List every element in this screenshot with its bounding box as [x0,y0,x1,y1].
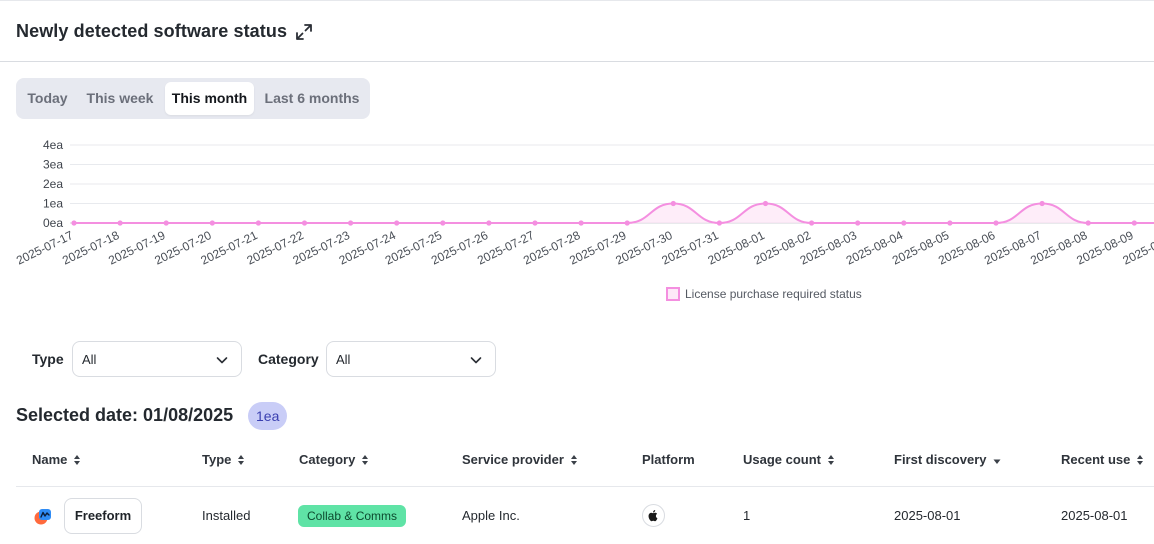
first-discovery-cell: 2025-08-01 [894,508,961,523]
usage-count-cell: 1 [743,508,751,523]
y-tick-label: 2ea [43,177,63,191]
column-header-type[interactable]: Type [202,452,245,467]
data-point [855,220,861,226]
column-header-label: First discovery [894,452,987,467]
category-select[interactable]: All [326,341,496,377]
type-cell: Installed [202,508,251,523]
category-filter-label: Category [258,351,319,367]
column-header-usage-count[interactable]: Usage count [743,452,835,467]
selected-date-label: Selected date: 01/08/2025 [16,405,234,425]
data-point [1131,220,1137,226]
column-header-first-discovery[interactable]: First discovery [894,452,1001,467]
period-selector: Today This week This month Last 6 months [16,78,370,119]
recent-use-cell: 2025-08-01 [1061,508,1128,523]
page-title: Newly detected software status [16,21,288,41]
column-header-platform: Platform [642,452,695,467]
chevron-down-icon [470,357,482,364]
card-header: Newly detected software status [0,1,1154,62]
data-point [716,220,723,226]
expand-icon[interactable] [293,21,315,43]
chart-legend[interactable]: License purchase required status [666,286,862,302]
chevron-down-icon [216,357,228,364]
data-point [486,220,492,226]
data-point [809,220,815,226]
sort-icon [570,454,577,465]
column-header-label: Recent use [1061,452,1131,467]
data-point [163,220,169,226]
period-today-tab[interactable]: Today [27,90,68,106]
column-header-category[interactable]: Category [299,452,369,467]
data-point [71,220,77,226]
sort-icon [362,454,369,465]
data-point [901,220,907,226]
data-point [1085,220,1091,226]
data-point [394,220,400,226]
data-point [532,220,538,226]
y-tick-label: 4ea [43,138,63,152]
data-point [624,220,630,226]
sort-icon [238,454,245,465]
type-filter-label: Type [32,351,64,367]
column-header-label: Category [299,452,356,467]
table-divider [16,486,1154,487]
data-point [348,220,354,226]
column-header-label: Service provider [462,452,564,467]
period-this-week-tab[interactable]: This week [86,90,154,106]
data-point [947,220,953,226]
chart-canvas: 0ea1ea2ea3ea4ea2025-07-172025-07-182025-… [14,138,1154,268]
data-point [993,220,999,226]
column-header-label: Type [202,452,232,467]
y-tick-label: 1ea [43,197,63,211]
sort-desc-icon [993,459,1000,464]
type-select-value: All [82,352,97,367]
app-name-chip[interactable]: Freeform [64,498,142,534]
period-last-6-months-tab[interactable]: Last 6 months [264,90,360,106]
data-point [255,220,261,226]
y-tick-label: 3ea [43,158,63,172]
series-line [74,202,1154,225]
column-header-recent-use[interactable]: Recent use [1061,452,1144,467]
data-point [1039,200,1045,207]
data-point [440,220,446,226]
column-header-service-provider[interactable]: Service provider [462,452,578,467]
top-border [0,0,1154,1]
data-point [209,220,215,226]
legend-label: License purchase required status [685,287,862,301]
column-header-name[interactable]: Name [32,452,81,467]
series-area [74,203,1154,223]
column-header-label: Usage count [743,452,822,467]
sort-icon [1137,454,1144,465]
legend-swatch [666,287,680,301]
data-point [117,220,123,226]
category-select-value: All [336,352,351,367]
service-provider-cell: Apple Inc. [462,508,520,523]
period-this-month-tab[interactable]: This month [165,82,254,115]
software-status-chart: 0ea 1ea 2ea 3ea 4ea 2025-07-17 2025-07-18 2025-… [0,130,1154,310]
sort-icon [828,454,835,465]
data-point [762,200,769,207]
column-header-label: Name [32,452,68,467]
count-badge: 1ea [248,402,288,430]
category-pill: Collab & Comms [298,505,407,527]
data-point [670,200,676,207]
y-tick-label: 0ea [43,216,63,230]
type-select[interactable]: All [72,341,242,377]
data-point [301,220,308,226]
data-point [578,220,584,226]
column-header-label: Platform [642,452,695,467]
apple-icon [642,504,665,527]
freeform-app-icon [33,506,53,526]
sort-icon [74,454,81,465]
